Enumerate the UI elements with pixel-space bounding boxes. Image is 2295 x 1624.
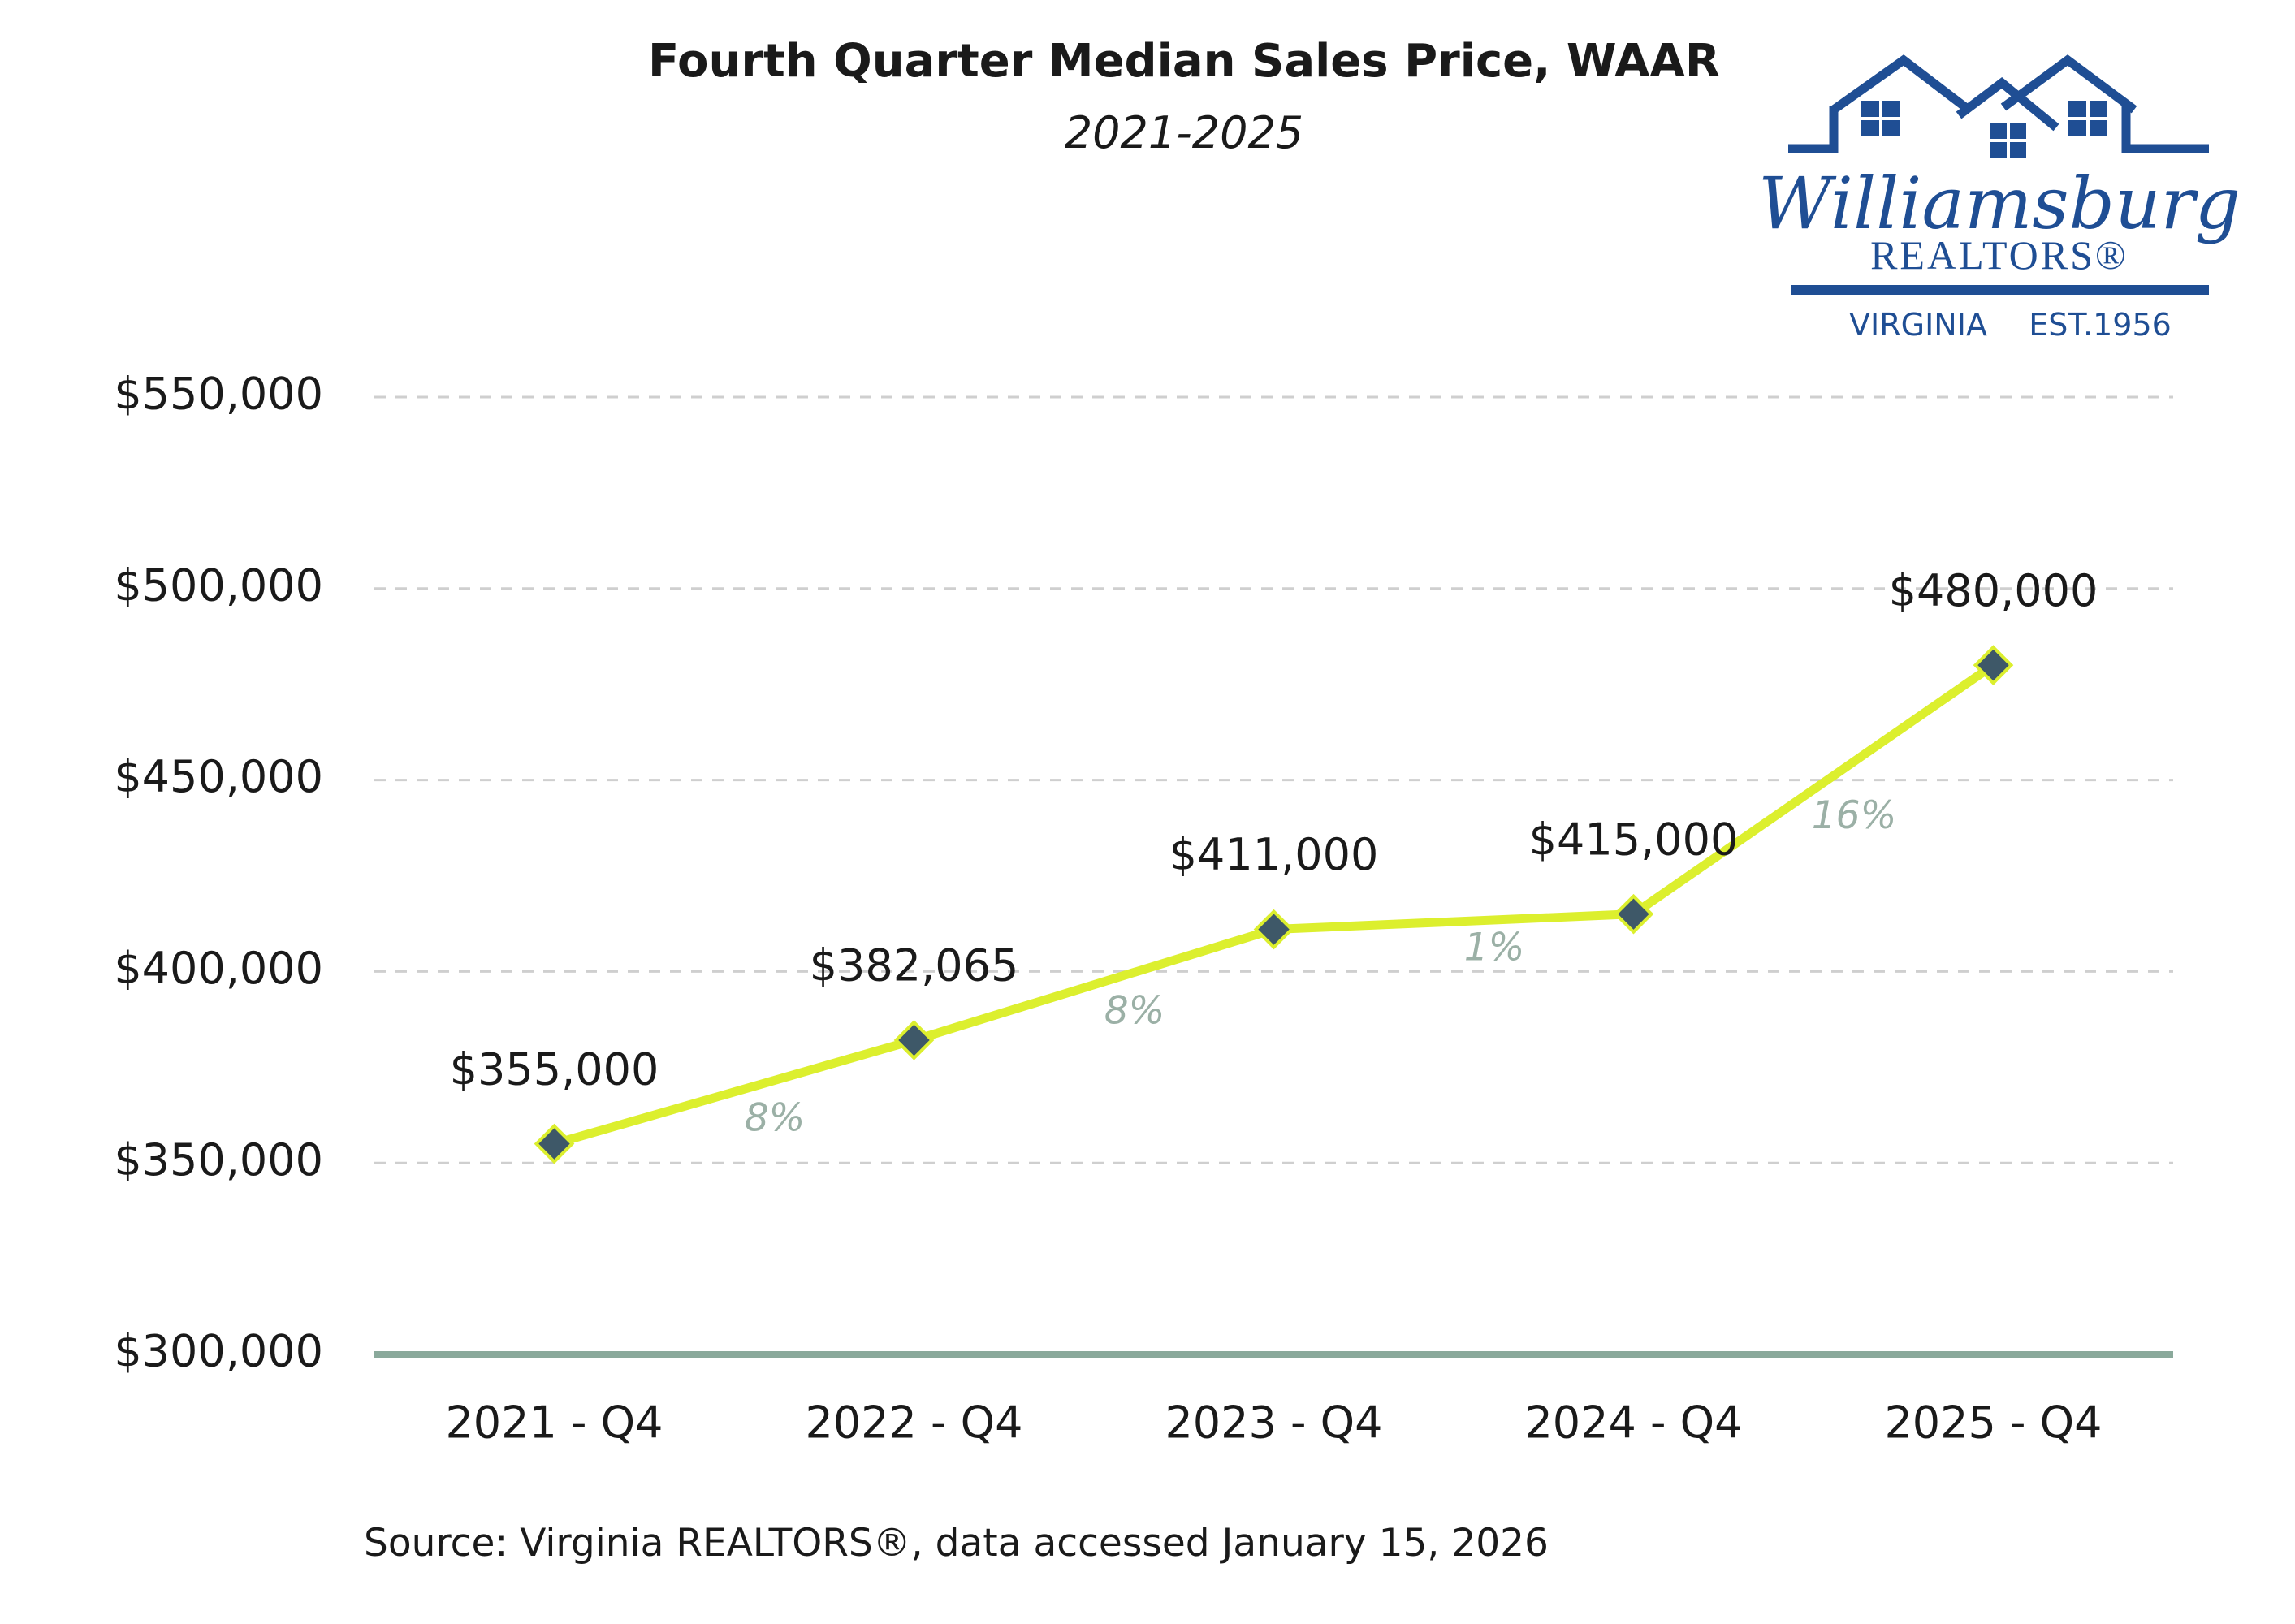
data-label: $382,065 bbox=[810, 940, 1019, 991]
williamsburg-realtors-logo: Williamsburg REALTORS® VIRGINIA EST.1956 bbox=[1758, 54, 2241, 343]
x-tick-label: 2023 - Q4 bbox=[1165, 1397, 1382, 1449]
y-tick-label: $500,000 bbox=[114, 559, 323, 611]
change-label: 8% bbox=[745, 1095, 806, 1140]
chart-title: Fourth Quarter Median Sales Price, WAAR bbox=[648, 35, 1720, 88]
y-tick-label: $300,000 bbox=[114, 1326, 323, 1377]
y-tick-label: $400,000 bbox=[114, 943, 323, 994]
y-tick-label: $350,000 bbox=[114, 1134, 323, 1186]
data-point-marker bbox=[1973, 645, 2014, 685]
data-point-marker bbox=[893, 1020, 935, 1060]
data-point-marker bbox=[534, 1123, 575, 1164]
x-tick-label: 2022 - Q4 bbox=[805, 1397, 1022, 1449]
series-median-price bbox=[534, 645, 2014, 1164]
chart-subtitle: 2021-2025 bbox=[1065, 107, 1303, 158]
logo-state-text: VIRGINIA bbox=[1849, 307, 1987, 343]
logo-est-text: EST.1956 bbox=[2029, 307, 2172, 343]
y-axis-tick-labels: $300,000 $350,000 $400,000 $450,000 $500,000… bbox=[114, 369, 323, 1377]
change-label: 1% bbox=[1464, 926, 1525, 970]
source-note: Source: Virginia REALTORS®, data accesse… bbox=[364, 1521, 1549, 1566]
x-tick-label: 2025 - Q4 bbox=[1884, 1397, 2102, 1449]
logo-name-text: REALTORS® bbox=[1870, 232, 2129, 278]
data-label: $355,000 bbox=[450, 1043, 659, 1095]
data-point-marker bbox=[1253, 909, 1294, 950]
x-tick-label: 2024 - Q4 bbox=[1524, 1397, 1742, 1449]
series-line bbox=[552, 661, 1996, 1148]
data-label: $415,000 bbox=[1529, 814, 1739, 865]
data-label: $411,000 bbox=[1169, 829, 1379, 880]
data-label: $480,000 bbox=[1889, 565, 2098, 616]
logo-script-text: Williamsburg bbox=[1758, 162, 2241, 245]
y-tick-label: $450,000 bbox=[114, 751, 323, 802]
gridlines bbox=[374, 395, 2173, 1358]
y-tick-label: $550,000 bbox=[114, 369, 323, 420]
x-axis-tick-labels: 2021 - Q4 2022 - Q4 2023 - Q4 2024 - Q4 2025… bbox=[445, 1397, 2102, 1449]
change-label: 8% bbox=[1104, 988, 1165, 1033]
change-label: 16% bbox=[1812, 793, 1896, 838]
x-tick-label: 2021 - Q4 bbox=[445, 1397, 663, 1449]
data-labels: $355,000 $382,065 $411,000 $415,000 $480,000… bbox=[450, 565, 2098, 1141]
data-point-marker bbox=[1613, 893, 1654, 935]
